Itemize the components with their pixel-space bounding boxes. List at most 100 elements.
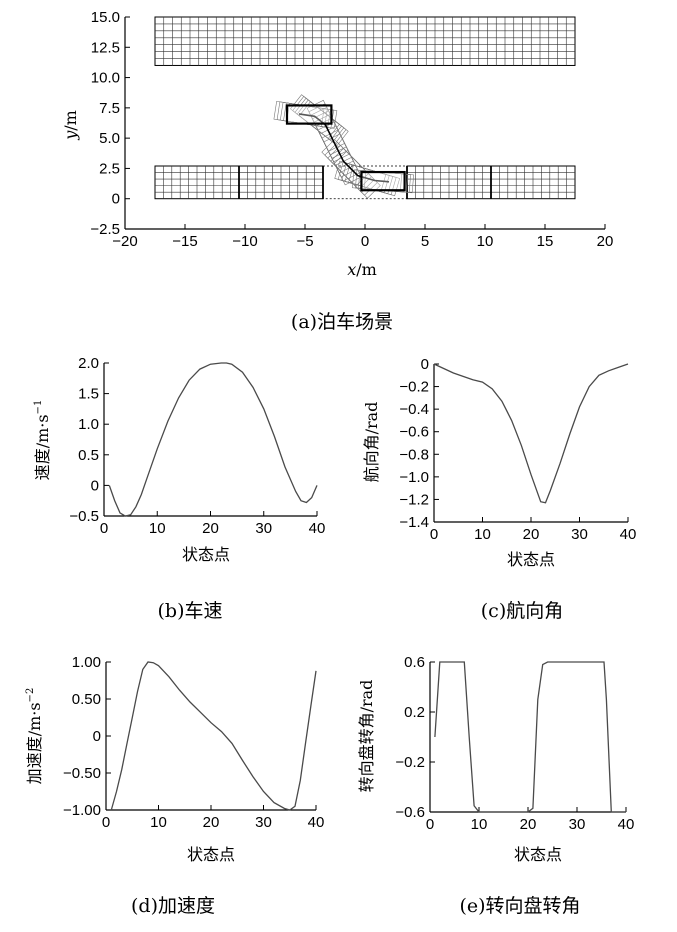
- x-ticks-d: 0 10 20 30 40: [102, 805, 325, 831]
- axes-c: [433, 364, 628, 523]
- x-tick-label: 0: [430, 526, 438, 543]
- vehicles: [285, 104, 406, 192]
- chart-parking-scene: −20 −15 −10 −5 0 5 10 15 20 −2.5 0 2.5 5.0 7.5 10.0 12…: [61, 9, 613, 333]
- y-axis-label-b: 速度/m·s−1: [33, 400, 52, 481]
- x-tick-label: 0: [100, 520, 108, 537]
- y-ticks-b: −0.5 0 0.5 1.0 1.5 2.0: [69, 355, 109, 525]
- swept-outline: [333, 150, 381, 199]
- y-tick-label: −0.2: [395, 754, 425, 771]
- x-tick-label: 30: [571, 526, 588, 543]
- y-tick-label: −0.50: [63, 765, 101, 782]
- chart-steering-wheel-angle: 0 10 20 30 40 −0.6 −0.2 0.2 0.6 转向盘转角/rad 状态点 (…: [357, 654, 634, 917]
- x-tick-label: 20: [203, 814, 220, 831]
- chart-heading-angle: 0 10 20 30 40 −1.4 −1.2 −1.0 −0.8 −0.6 −0.4 −0.2 0 …: [362, 356, 636, 622]
- axes-e: [429, 662, 626, 813]
- x-tick-label: 20: [520, 816, 537, 833]
- y-tick-label: 15.0: [91, 9, 120, 26]
- x-tick-label: 40: [618, 816, 635, 833]
- y-axis-label-d: 加速度/m·s−2: [25, 688, 44, 785]
- y-tick-label: 7.5: [99, 100, 120, 117]
- x-tick-label: 30: [255, 520, 272, 537]
- caption-d: (d)加速度: [131, 895, 215, 917]
- x-axis-label-e: 状态点: [514, 845, 562, 864]
- y-tick-label: 5.0: [99, 130, 120, 147]
- y-axis-label-c: 航向角/rad: [362, 402, 381, 483]
- y-ticks-a: −2.5 0 2.5 5.0 7.5 10.0 12.5 15.0: [90, 9, 130, 238]
- x-tick-label: 10: [474, 526, 491, 543]
- y-tick-label: −0.5: [69, 508, 99, 525]
- x-tick-label: 20: [523, 526, 540, 543]
- lane-grids: [154, 16, 576, 200]
- top-lane-grid: [154, 16, 576, 66]
- x-tick-label: 0: [426, 816, 434, 833]
- x-tick-label: 30: [255, 814, 272, 831]
- axes-b: [103, 363, 317, 517]
- x-tick-label: −15: [172, 233, 197, 250]
- x-tick-label: 0: [361, 233, 369, 250]
- y-tick-label: 0: [93, 728, 101, 745]
- x-axis-label-a: x/m: [347, 260, 377, 279]
- y-tick-label: −0.2: [399, 379, 429, 396]
- y-tick-label: 0.2: [404, 704, 425, 721]
- x-ticks-a: −20 −15 −10 −5 0 5 10 15 20: [112, 224, 613, 250]
- y-tick-label: 0.5: [78, 447, 99, 464]
- series-line-speed: [108, 362, 318, 517]
- y-tick-label: 0: [421, 356, 429, 373]
- series-line-steering: [434, 661, 626, 813]
- x-axis-label-c: 状态点: [507, 550, 555, 569]
- caption-a: (a)泊车场景: [291, 311, 393, 333]
- x-ticks-b: 0 10 20 30 40: [100, 511, 326, 537]
- x-tick-label: 40: [620, 526, 637, 543]
- x-tick-label: 10: [150, 814, 167, 831]
- y-tick-label: −0.6: [399, 424, 429, 441]
- caption-b: (b)车速: [158, 600, 223, 622]
- start-vehicle: [285, 104, 333, 125]
- series-line-acceleration: [110, 661, 317, 811]
- y-tick-label: −0.4: [399, 401, 429, 418]
- x-tick-label: −20: [112, 233, 137, 250]
- y-tick-label: −2.5: [90, 221, 120, 238]
- y-tick-label: 2.0: [78, 355, 99, 372]
- y-tick-label: 12.5: [91, 39, 120, 56]
- x-tick-label: 20: [597, 233, 614, 250]
- y-tick-label: −1.4: [399, 514, 429, 531]
- y-tick-label: 1.0: [78, 416, 99, 433]
- x-tick-label: 30: [569, 816, 586, 833]
- series-line-heading: [433, 363, 629, 504]
- x-axis-label-d: 状态点: [187, 845, 235, 864]
- trajectory-swept-outlines: [273, 94, 414, 199]
- x-tick-label: 40: [309, 520, 326, 537]
- caption-c: (c)航向角: [481, 600, 563, 622]
- y-tick-label: 0.50: [72, 691, 101, 708]
- chart-vehicle-speed: 0 10 20 30 40 −0.500.51.01.52.0 速度/m·s−1 状态点…: [33, 355, 325, 622]
- y-tick-label: −1.00: [63, 802, 101, 819]
- y-axis-label-a: y/m: [61, 110, 80, 141]
- x-tick-label: −10: [232, 233, 257, 250]
- reference-path: [298, 113, 390, 183]
- y-ticks-c: −1.4 −1.2 −1.0 −0.8 −0.6 −0.4 −0.2 0: [399, 356, 439, 531]
- y-tick-label: 1.00: [72, 654, 101, 671]
- y-tick-label: −0.8: [399, 446, 429, 463]
- x-tick-label: 0: [102, 814, 110, 831]
- y-tick-label: −1.0: [399, 469, 429, 486]
- x-tick-label: 15: [537, 233, 554, 250]
- y-ticks-e: −0.6 −0.2 0.2 0.6: [395, 654, 435, 821]
- x-ticks-e: 0 10 20 30 40: [426, 807, 635, 833]
- y-tick-label: −0.6: [395, 804, 425, 821]
- y-tick-label: 0: [112, 191, 120, 208]
- y-tick-label: 0.6: [404, 654, 425, 671]
- x-tick-label: 10: [477, 233, 494, 250]
- x-tick-label: 40: [308, 814, 325, 831]
- y-axis-label-e: 转向盘转角/rad: [357, 680, 376, 793]
- x-axis-label-b: 状态点: [182, 545, 230, 564]
- axes-d: [105, 662, 316, 811]
- end-vehicle: [360, 170, 406, 192]
- x-ticks-c: 0 10 20 30 40: [430, 517, 637, 543]
- x-tick-label: 5: [421, 233, 429, 250]
- y-tick-label: 0: [91, 477, 99, 494]
- x-tick-label: 10: [471, 816, 488, 833]
- x-tick-label: 20: [202, 520, 219, 537]
- y-tick-label: 10.0: [91, 70, 120, 87]
